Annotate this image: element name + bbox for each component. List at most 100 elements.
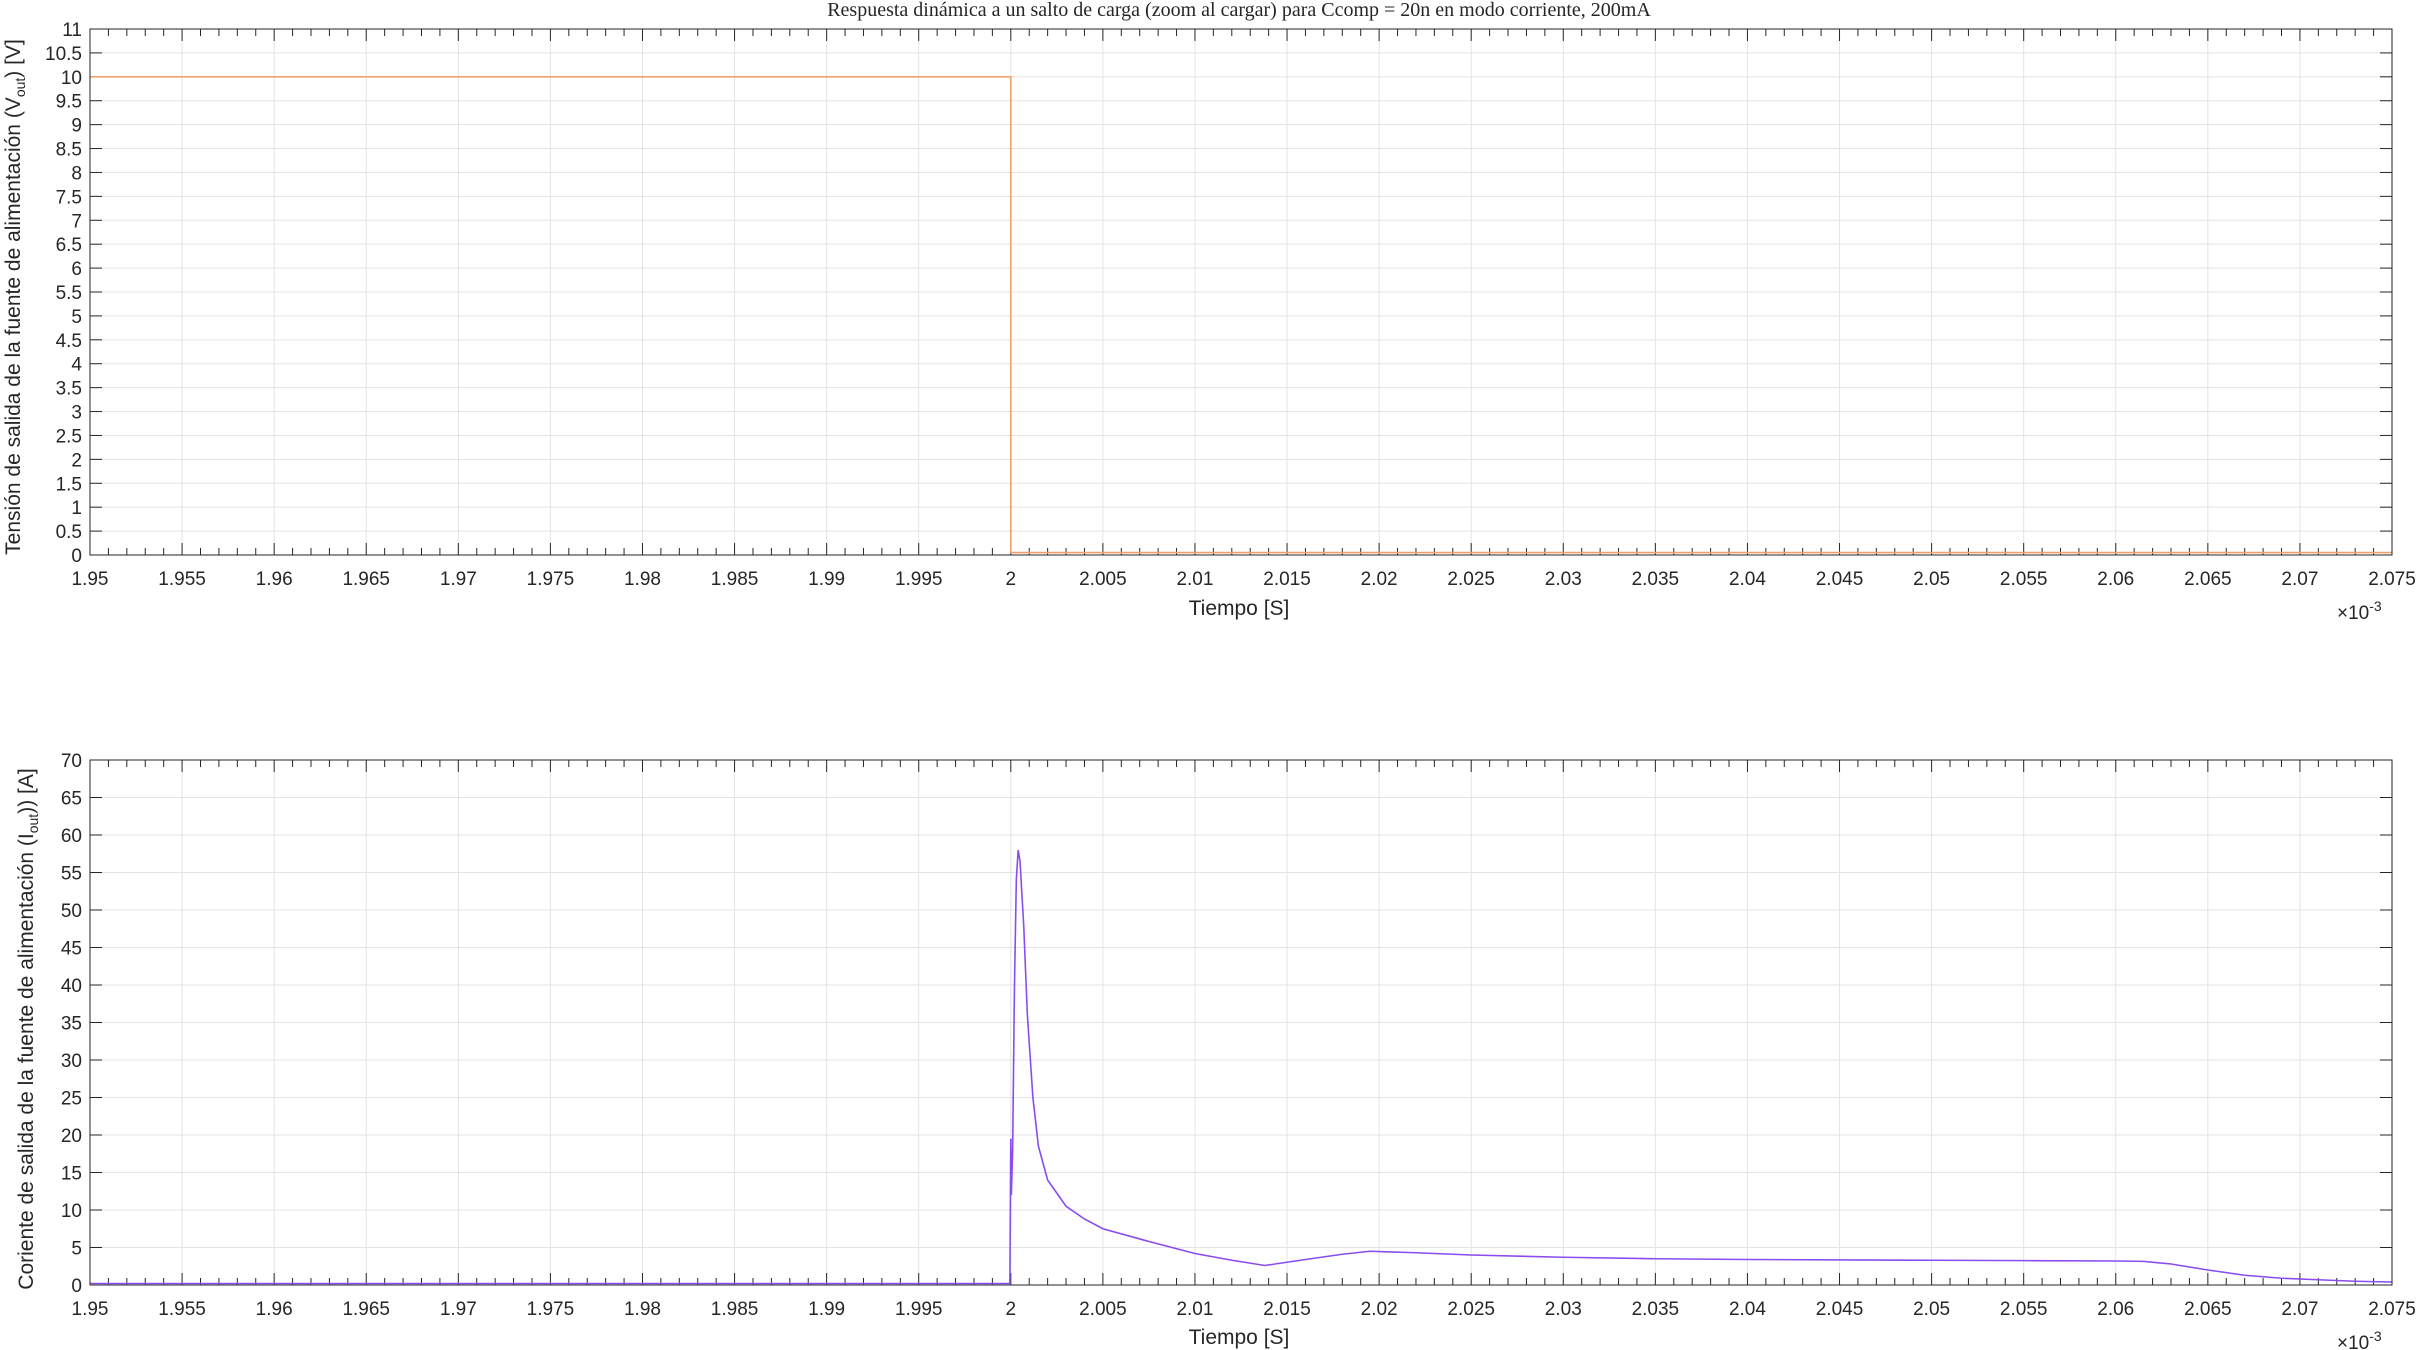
y-tick-label: 55 <box>61 864 82 885</box>
x-tick-label: 2.005 <box>1079 1299 1127 1320</box>
y-tick-label: 6 <box>71 259 82 280</box>
x-tick-label: 2.06 <box>2097 1299 2134 1320</box>
y-tick-label: 9.5 <box>56 92 82 113</box>
y-tick-label: 8 <box>71 163 82 184</box>
y-tick-label: 10 <box>61 68 82 89</box>
x-tick-label: 2 <box>1006 1299 1017 1320</box>
y-tick-label: 50 <box>61 901 82 922</box>
x-tick-label: 2.065 <box>2184 1299 2232 1320</box>
x-tick-label: 1.975 <box>527 1299 575 1320</box>
x-tick-label: 2.03 <box>1545 1299 1582 1320</box>
y-tick-label: 0 <box>71 546 82 567</box>
y-tick-label: 2 <box>71 450 82 471</box>
x-tick-label: 2.075 <box>2368 569 2416 590</box>
x-tick-label: 2.025 <box>1447 1299 1495 1320</box>
x-tick-label: 1.955 <box>158 1299 206 1320</box>
y-tick-label: 3.5 <box>56 379 82 400</box>
current-x-exponent: ×10-3 <box>2337 1328 2382 1350</box>
current-x-tick-labels: 1.95 1.955 1.96 1.965 1.97 1.975 1.98 1.985 1.99… <box>72 1299 2416 1320</box>
x-tick-label: 1.965 <box>342 1299 390 1320</box>
x-tick-label: 2.05 <box>1913 569 1950 590</box>
x-tick-label: 2.03 <box>1545 569 1582 590</box>
voltage-ticks <box>89 28 2393 556</box>
voltage-x-tick-labels: 1.95 1.955 1.96 1.965 1.97 1.975 1.98 1.985 1.99… <box>72 569 2416 590</box>
x-tick-label: 1.985 <box>711 1299 759 1320</box>
voltage-plot-frame <box>89 28 2393 556</box>
x-tick-label: 2.055 <box>2000 569 2048 590</box>
x-tick-label: 2.015 <box>1263 1299 1311 1320</box>
x-tick-label: 2.065 <box>2184 569 2232 590</box>
current-grid <box>90 760 2392 1285</box>
voltage-chart: Respuesta dinámica a un salto de carga (… <box>2 0 2416 624</box>
current-y-axis-label: Coriente de salida de la fuente de alime… <box>15 768 41 1289</box>
x-tick-label: 2.05 <box>1913 1299 1950 1320</box>
current-x-axis-label: Tiempo [S] <box>1189 1326 1290 1349</box>
x-tick-label: 1.98 <box>624 1299 661 1320</box>
y-tick-label: 7 <box>71 211 82 232</box>
y-tick-label: 11 <box>62 20 82 41</box>
x-tick-label: 1.96 <box>256 1299 293 1320</box>
x-tick-label: 1.955 <box>158 569 206 590</box>
y-tick-label: 9 <box>71 116 82 137</box>
chart-title: Respuesta dinámica a un salto de carga (… <box>827 0 1651 21</box>
x-tick-label: 2.045 <box>1816 1299 1864 1320</box>
current-chart: 1.95 1.955 1.96 1.965 1.97 1.975 1.98 1.985 1.99… <box>15 751 2416 1350</box>
current-y-tick-labels: 0 5 10 15 20 25 30 35 40 45 50 55 60 65 70 <box>61 751 82 1297</box>
y-tick-label: 65 <box>61 789 82 810</box>
x-tick-label: 2.02 <box>1361 569 1398 590</box>
x-tick-label: 2.005 <box>1079 569 1127 590</box>
voltage-x-axis-label: Tiempo [S] <box>1189 597 1290 620</box>
y-tick-label: 10.5 <box>45 44 82 65</box>
x-tick-label: 2.07 <box>2281 1299 2318 1320</box>
y-tick-label: 4.5 <box>56 331 82 352</box>
x-tick-label: 2.035 <box>1632 569 1680 590</box>
x-tick-label: 1.975 <box>527 569 575 590</box>
y-tick-label: 40 <box>61 976 82 997</box>
x-tick-label: 1.97 <box>440 1299 477 1320</box>
y-tick-label: 2.5 <box>56 426 82 447</box>
x-tick-label: 1.995 <box>895 1299 943 1320</box>
y-tick-label: 10 <box>61 1201 82 1222</box>
x-tick-label: 2.06 <box>2097 569 2134 590</box>
x-tick-label: 2.04 <box>1729 1299 1766 1320</box>
y-tick-label: 25 <box>61 1089 82 1110</box>
y-tick-label: 8.5 <box>56 140 82 161</box>
y-tick-label: 45 <box>61 939 82 960</box>
x-tick-label: 1.96 <box>256 569 293 590</box>
y-tick-label: 5.5 <box>56 283 82 304</box>
x-tick-label: 2.02 <box>1361 1299 1398 1320</box>
x-tick-label: 2 <box>1006 569 1017 590</box>
x-tick-label: 2.035 <box>1632 1299 1680 1320</box>
y-tick-label: 1 <box>71 498 82 519</box>
y-tick-label: 7.5 <box>56 187 82 208</box>
y-tick-label: 70 <box>61 751 82 772</box>
x-tick-label: 1.98 <box>624 569 661 590</box>
y-tick-label: 5 <box>71 1239 82 1260</box>
y-tick-label: 1.5 <box>56 474 82 495</box>
x-tick-label: 1.995 <box>895 569 943 590</box>
x-tick-label: 1.97 <box>440 569 477 590</box>
x-tick-label: 1.99 <box>808 569 845 590</box>
x-tick-label: 2.04 <box>1729 569 1766 590</box>
x-tick-label: 2.055 <box>2000 1299 2048 1320</box>
y-tick-label: 35 <box>61 1014 82 1035</box>
x-tick-label: 1.965 <box>342 569 390 590</box>
y-tick-label: 3 <box>71 403 82 424</box>
y-tick-label: 6.5 <box>56 235 82 256</box>
voltage-series-line <box>90 76 2392 554</box>
y-tick-label: 4 <box>71 355 82 376</box>
y-tick-label: 5 <box>71 307 82 328</box>
y-tick-label: 15 <box>61 1164 82 1185</box>
x-tick-label: 2.015 <box>1263 569 1311 590</box>
y-tick-label: 60 <box>61 826 82 847</box>
x-tick-label: 2.07 <box>2281 569 2318 590</box>
x-tick-label: 1.985 <box>711 569 759 590</box>
x-tick-label: 2.01 <box>1176 1299 1213 1320</box>
x-tick-label: 1.99 <box>808 1299 845 1320</box>
current-ticks <box>89 759 2393 1286</box>
x-tick-label: 2.075 <box>2368 1299 2416 1320</box>
x-tick-label: 2.01 <box>1176 569 1213 590</box>
voltage-x-exponent: ×10-3 <box>2337 598 2382 624</box>
voltage-y-axis-label: Tensión de salida de la fuente de alimen… <box>2 39 28 555</box>
